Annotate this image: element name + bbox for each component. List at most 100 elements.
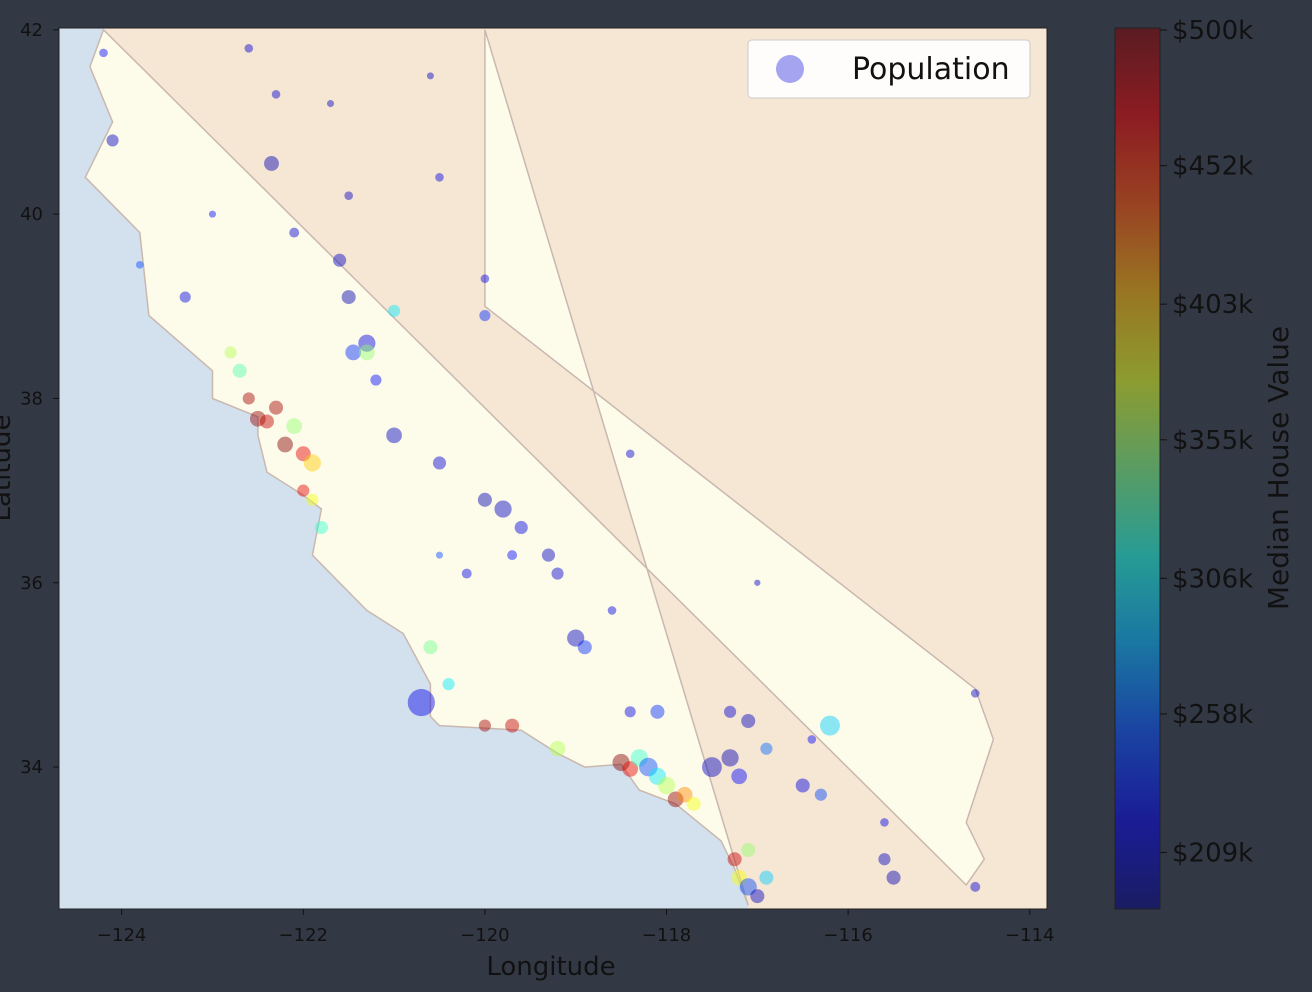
data-point: [577, 640, 592, 655]
data-point: [759, 870, 774, 885]
data-point: [657, 776, 676, 795]
data-point: [639, 757, 658, 777]
data-point: [741, 842, 756, 858]
data-point: [820, 715, 840, 736]
data-point: [514, 520, 528, 535]
colorbar-tick-label: $452k: [1172, 152, 1253, 182]
california: [84, 28, 995, 906]
data-point: [723, 705, 737, 718]
data-point: [208, 210, 216, 218]
colorbar-tick-label: $258k: [1172, 700, 1253, 730]
data-point: [295, 446, 311, 462]
y-tick-label: 42: [20, 20, 43, 41]
colorbar-tick-label: $355k: [1172, 426, 1253, 456]
data-point: [622, 761, 639, 777]
legend-label: Population: [852, 52, 1010, 87]
data-point: [426, 72, 434, 80]
data-point: [754, 579, 761, 586]
data-point: [264, 156, 279, 171]
data-point: [479, 309, 491, 322]
data-point: [727, 852, 742, 867]
data-point: [387, 304, 401, 318]
data-point: [99, 48, 108, 58]
data-point: [277, 436, 293, 453]
data-point: [731, 869, 748, 886]
data-point: [676, 786, 693, 803]
data-point: [970, 881, 981, 892]
y-axis-label: Latitude: [0, 414, 17, 521]
data-point: [650, 704, 665, 719]
data-point: [739, 878, 757, 896]
data-point: [807, 735, 817, 744]
data-point: [701, 757, 722, 778]
data-point: [630, 749, 648, 767]
data-point: [386, 427, 402, 444]
data-point: [494, 500, 512, 518]
data-point: [106, 134, 119, 147]
colorbar-tick-label: $209k: [1172, 838, 1253, 868]
data-point: [224, 346, 237, 359]
data-point: [442, 678, 455, 691]
ocean: [59, 28, 749, 909]
data-point: [607, 606, 617, 615]
data-point: [344, 191, 353, 201]
data-point: [250, 410, 266, 427]
x-tick-label: −124: [97, 925, 146, 946]
data-point: [435, 172, 444, 182]
data-point: [358, 344, 375, 361]
x-tick-label: −118: [642, 925, 691, 946]
data-point: [286, 418, 303, 434]
data-point: [423, 640, 438, 655]
data-point: [341, 290, 356, 305]
plot-frame: [58, 27, 1048, 910]
colorbar-tick-label: $500k: [1172, 16, 1253, 46]
data-point: [731, 768, 748, 785]
data-point: [432, 456, 447, 470]
data-point: [271, 90, 281, 99]
colorbar-tick-label: $306k: [1172, 564, 1253, 594]
data-point: [541, 548, 556, 562]
data-point: [327, 100, 335, 108]
x-tick-label: −116: [823, 925, 872, 946]
data-point: [795, 778, 810, 793]
data-point: [970, 689, 980, 698]
y-tick-label: 40: [20, 204, 43, 225]
data-point: [135, 260, 144, 269]
data-point: [477, 492, 492, 507]
x-tick-label: −122: [279, 925, 328, 946]
y-tick-label: 36: [20, 573, 43, 594]
colorbar-tick-label: $403k: [1172, 290, 1253, 320]
data-point: [232, 363, 247, 378]
data-point: [741, 713, 756, 729]
legend-box: [747, 39, 1031, 99]
data-point: [750, 889, 765, 904]
data-point: [505, 718, 520, 733]
data-point: [612, 753, 630, 772]
x-tick-label: −120: [460, 925, 509, 946]
data-point: [242, 392, 255, 405]
data-point: [303, 454, 321, 472]
data-point: [880, 818, 889, 827]
x-tick-label: −114: [1005, 925, 1054, 946]
data-point: [306, 493, 319, 506]
data-point: [269, 400, 284, 415]
data-point: [179, 291, 191, 303]
data-point: [435, 551, 444, 559]
data-point: [314, 520, 329, 535]
data-point: [624, 706, 636, 718]
colorbar: [1114, 27, 1161, 910]
data-point: [345, 344, 362, 361]
data-point: [667, 791, 684, 808]
legend-marker: [776, 55, 804, 83]
data-point: [461, 568, 472, 579]
data-point: [507, 550, 518, 561]
data-point: [886, 870, 901, 885]
data-point: [244, 43, 254, 53]
y-tick-label: 34: [20, 757, 43, 778]
x-axis-label: Longitude: [486, 952, 615, 982]
data-point: [551, 567, 564, 580]
data-point: [625, 449, 635, 459]
data-point: [370, 374, 382, 386]
data-point: [480, 274, 490, 283]
data-point: [407, 688, 435, 717]
